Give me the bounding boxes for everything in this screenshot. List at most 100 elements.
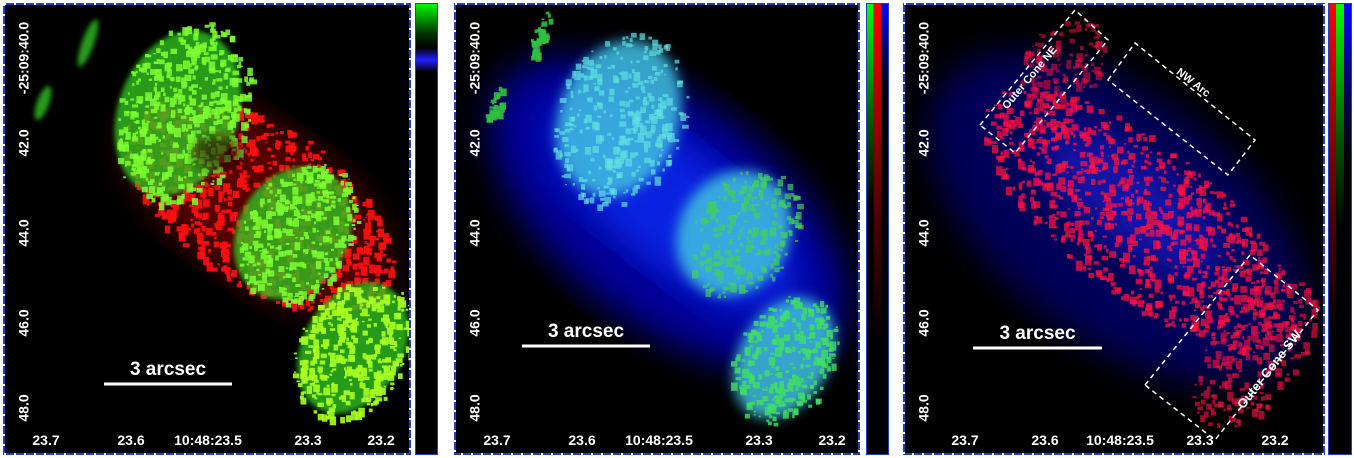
speckle — [746, 193, 752, 199]
speckle — [1168, 273, 1171, 277]
x-tick-label: 23.2 — [1261, 432, 1288, 448]
speckle — [1044, 155, 1049, 159]
speckle — [1085, 256, 1092, 265]
speckle — [142, 165, 148, 170]
speckle — [293, 218, 299, 221]
colorbar-stripe — [1328, 3, 1336, 342]
speckle — [331, 300, 334, 303]
speckle — [281, 291, 288, 297]
speckle — [1095, 270, 1103, 275]
speckle — [368, 408, 373, 413]
speckle — [741, 185, 748, 194]
speckle — [259, 250, 262, 252]
speckle — [223, 185, 230, 193]
speckle — [361, 308, 368, 317]
speckle — [179, 95, 186, 102]
speckle — [556, 128, 560, 133]
speckle — [292, 306, 297, 312]
speckle — [1223, 202, 1227, 206]
speckle — [240, 93, 246, 102]
speckle — [123, 98, 126, 102]
speckle — [780, 231, 788, 238]
speckle — [244, 76, 249, 83]
speckle — [317, 366, 323, 372]
speckle — [299, 360, 306, 366]
speckle — [345, 284, 351, 291]
speckle — [709, 212, 716, 219]
speckle — [214, 185, 221, 190]
speckle — [1026, 180, 1032, 187]
speckle — [821, 349, 828, 359]
speckle — [147, 180, 154, 186]
speckle — [1083, 205, 1086, 209]
speckle — [331, 200, 336, 204]
speckle — [279, 194, 286, 202]
speckle — [632, 112, 638, 119]
speckle — [1207, 286, 1212, 290]
speckle — [162, 186, 165, 191]
speckle — [1128, 137, 1133, 143]
speckle — [1263, 318, 1270, 326]
speckle — [1235, 361, 1243, 369]
speckle — [1201, 300, 1204, 303]
speckle — [1072, 66, 1076, 70]
speckle — [194, 45, 202, 55]
speckle — [1200, 236, 1205, 243]
speckle — [773, 338, 778, 346]
speckle — [599, 90, 605, 96]
speckle — [819, 357, 826, 365]
speckle — [1083, 85, 1086, 88]
speckle — [337, 317, 340, 321]
speckle — [776, 412, 780, 415]
speckle — [168, 125, 175, 134]
speckle — [793, 307, 798, 310]
speckle — [1233, 417, 1237, 422]
speckle — [378, 358, 381, 361]
speckle — [232, 190, 240, 199]
speckle — [794, 224, 801, 229]
speckle — [1101, 122, 1108, 129]
speckle — [650, 79, 654, 84]
speckle — [219, 98, 223, 101]
speckle — [1217, 326, 1221, 330]
speckle — [1195, 333, 1200, 336]
speckle — [654, 77, 658, 81]
speckle — [1029, 159, 1033, 162]
speckle — [1097, 244, 1102, 251]
speckle — [788, 295, 791, 298]
speckle — [337, 302, 344, 312]
speckle — [780, 316, 784, 321]
speckle — [774, 188, 781, 195]
speckle — [723, 286, 729, 291]
speckle — [213, 241, 219, 248]
speckle — [292, 195, 298, 199]
speckle — [651, 104, 655, 109]
speckle — [267, 230, 272, 235]
speckle — [341, 235, 347, 241]
colorbar-stripe — [1336, 3, 1344, 229]
speckle — [595, 64, 602, 69]
speckle — [362, 201, 367, 207]
speckle — [365, 398, 372, 403]
speckle — [1257, 332, 1261, 334]
speckle — [215, 41, 218, 46]
speckle — [393, 341, 397, 345]
speckle — [643, 96, 647, 101]
speckle — [280, 131, 284, 134]
speckle — [1071, 198, 1078, 203]
speckle — [1276, 274, 1281, 279]
speckle — [223, 265, 228, 271]
speckle — [1083, 238, 1090, 246]
speckle — [1213, 291, 1218, 294]
speckle — [365, 229, 369, 232]
speckle — [1055, 45, 1062, 54]
speckle — [759, 177, 766, 181]
speckle — [156, 190, 164, 197]
speckle — [351, 319, 357, 323]
speckle — [1074, 195, 1078, 201]
speckle — [570, 123, 575, 127]
speckle — [242, 243, 249, 251]
speckle — [625, 128, 632, 135]
speckle — [1094, 125, 1097, 129]
speckle — [312, 346, 320, 353]
